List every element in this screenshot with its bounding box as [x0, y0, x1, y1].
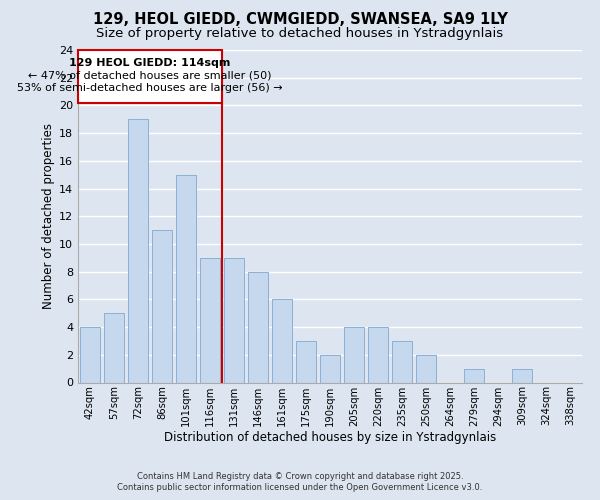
Bar	[272, 300, 292, 382]
Bar	[344, 327, 364, 382]
Bar	[176, 174, 196, 382]
Bar	[104, 313, 124, 382]
Text: 129, HEOL GIEDD, CWMGIEDD, SWANSEA, SA9 1LY: 129, HEOL GIEDD, CWMGIEDD, SWANSEA, SA9 …	[92, 12, 508, 28]
Bar	[80, 327, 100, 382]
Bar	[416, 355, 436, 382]
X-axis label: Distribution of detached houses by size in Ystradgynlais: Distribution of detached houses by size …	[164, 431, 496, 444]
Text: 129 HEOL GIEDD: 114sqm: 129 HEOL GIEDD: 114sqm	[70, 58, 230, 68]
Bar	[320, 355, 340, 382]
Text: Size of property relative to detached houses in Ystradgynlais: Size of property relative to detached ho…	[97, 28, 503, 40]
Bar	[368, 327, 388, 382]
Bar	[152, 230, 172, 382]
Bar	[224, 258, 244, 382]
FancyBboxPatch shape	[78, 50, 222, 102]
Bar	[200, 258, 220, 382]
Y-axis label: Number of detached properties: Number of detached properties	[42, 123, 55, 309]
Text: ← 47% of detached houses are smaller (50): ← 47% of detached houses are smaller (50…	[28, 70, 272, 80]
Bar	[464, 368, 484, 382]
Text: Contains HM Land Registry data © Crown copyright and database right 2025.
Contai: Contains HM Land Registry data © Crown c…	[118, 472, 482, 492]
Bar	[296, 341, 316, 382]
Bar	[248, 272, 268, 382]
Text: 53% of semi-detached houses are larger (56) →: 53% of semi-detached houses are larger (…	[17, 82, 283, 92]
Bar	[512, 368, 532, 382]
Bar	[128, 120, 148, 382]
Bar	[392, 341, 412, 382]
